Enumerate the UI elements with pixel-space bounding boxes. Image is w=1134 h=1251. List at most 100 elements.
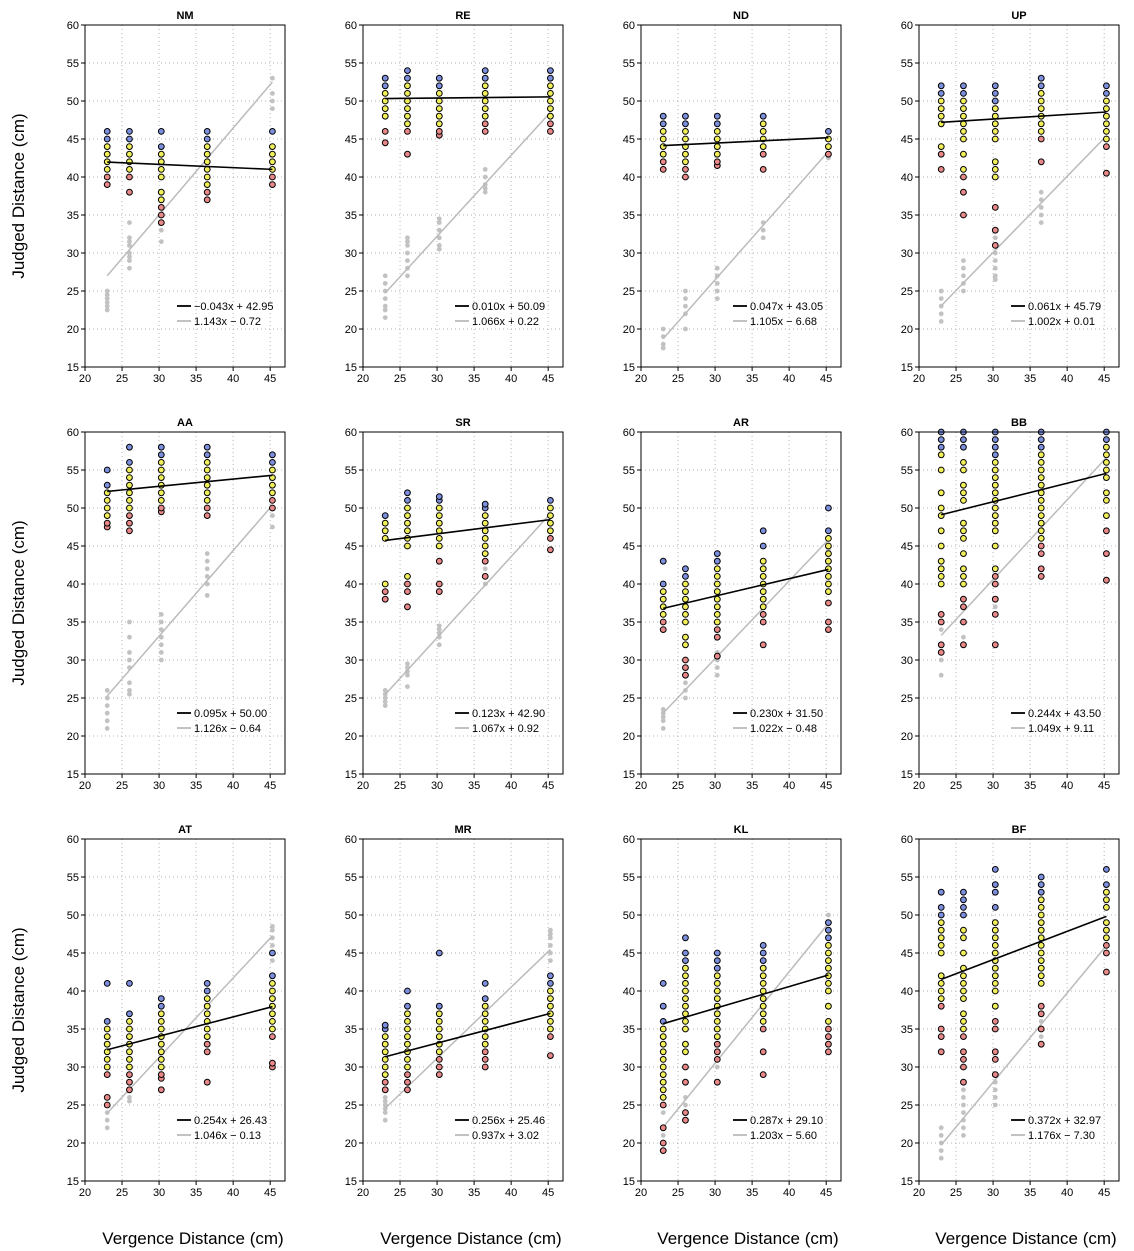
x-tick-label: 30 xyxy=(987,373,999,385)
judged-point xyxy=(682,995,689,1002)
judged-point xyxy=(759,573,767,580)
judged-point xyxy=(157,459,165,466)
judged-point xyxy=(157,474,165,482)
x-tick-label: 30 xyxy=(709,780,721,792)
judged-point xyxy=(825,942,832,949)
veridical-line xyxy=(384,111,551,294)
judged-point xyxy=(547,995,554,1002)
judged-point xyxy=(547,97,554,105)
judged-point xyxy=(381,519,389,527)
judged-point xyxy=(937,443,945,451)
judged-point xyxy=(659,595,667,603)
panel-title: AR xyxy=(733,417,749,429)
judged-point xyxy=(960,97,967,105)
panel-title: SR xyxy=(455,417,470,429)
y-tick-label: 55 xyxy=(623,872,635,884)
judged-point xyxy=(126,1078,133,1086)
judged-point xyxy=(404,128,411,135)
judged-point xyxy=(126,128,133,135)
judged-point xyxy=(481,995,489,1002)
judged-point xyxy=(960,1056,967,1063)
judged-point xyxy=(203,443,211,451)
judged-point xyxy=(435,504,443,512)
judged-point xyxy=(991,459,999,466)
judged-point xyxy=(1037,873,1045,881)
vergence-point xyxy=(382,296,388,301)
judged-point xyxy=(1037,957,1045,964)
y-tick-label: 25 xyxy=(623,286,635,298)
vergence-point xyxy=(382,1095,388,1100)
fit-line xyxy=(663,136,829,147)
vergence-point xyxy=(127,1095,132,1100)
y-tick-label: 30 xyxy=(67,655,79,667)
judged-point xyxy=(269,987,276,995)
judged-point xyxy=(825,128,832,135)
y-tick-label: 55 xyxy=(67,58,79,70)
x-tick-label: 35 xyxy=(190,373,202,385)
judged-point xyxy=(991,90,999,97)
judged-point xyxy=(1037,90,1045,97)
judged-point xyxy=(991,888,999,896)
judged-point xyxy=(713,1010,721,1018)
y-tick-label: 45 xyxy=(623,948,635,960)
judged-point xyxy=(203,987,211,995)
judged-point xyxy=(1037,504,1045,512)
judged-point xyxy=(126,497,133,504)
judged-point xyxy=(937,611,945,618)
judged-point xyxy=(825,565,832,573)
judged-point xyxy=(960,535,967,542)
judged-point xyxy=(157,1048,165,1056)
judged-point xyxy=(659,1139,667,1147)
x-tick-label: 40 xyxy=(227,373,239,385)
judged-point xyxy=(991,481,999,489)
judged-point xyxy=(825,504,832,512)
legend-veridical-label: 1.203x − 5.60 xyxy=(750,1130,817,1142)
x-tick-label: 35 xyxy=(746,780,758,792)
vergence-point xyxy=(961,1133,966,1138)
vergence-point xyxy=(104,695,110,701)
judged-point xyxy=(713,1078,721,1086)
chart-panel: 20 25 30 35 40 4515202530354045505560BB0.244x… xyxy=(901,417,1120,792)
y-tick-label: 45 xyxy=(345,948,357,960)
x-tick-label: 40 xyxy=(783,1187,795,1199)
judged-point xyxy=(991,1056,999,1063)
y-tick-label: 45 xyxy=(345,134,357,146)
legend-fit-label: 0.256x + 25.46 xyxy=(472,1115,545,1127)
y-tick-label: 50 xyxy=(901,96,913,108)
judged-point xyxy=(937,573,945,580)
x-tick-label: 45 xyxy=(264,780,276,792)
judged-point xyxy=(1103,97,1110,105)
judged-point xyxy=(759,595,767,603)
judged-point xyxy=(937,926,945,934)
judged-point xyxy=(481,90,489,97)
judged-point xyxy=(126,443,133,451)
judged-point xyxy=(825,1025,832,1033)
x-tick-label: 35 xyxy=(190,1187,202,1199)
vergence-point xyxy=(548,931,553,937)
judged-point xyxy=(991,1048,999,1056)
judged-point xyxy=(435,493,443,501)
judged-point xyxy=(960,1018,967,1025)
legend-veridical-label: 1.046x − 0.13 xyxy=(194,1130,261,1142)
veridical-line xyxy=(106,504,273,697)
judged-point xyxy=(381,512,389,519)
vergence-point xyxy=(158,612,164,617)
x-tick-label: 20 xyxy=(913,780,925,792)
judged-point xyxy=(157,173,165,181)
vergence-point xyxy=(482,167,488,172)
judged-point xyxy=(991,135,999,143)
plot-frame xyxy=(362,431,564,775)
judged-point xyxy=(1037,436,1045,444)
y-tick-label: 20 xyxy=(345,324,357,336)
x-tick-label: 25 xyxy=(672,1187,684,1199)
judged-point xyxy=(960,443,967,451)
judged-point xyxy=(659,980,667,987)
y-tick-label: 25 xyxy=(901,1100,913,1112)
judged-point xyxy=(1103,82,1110,90)
judged-point xyxy=(960,904,967,911)
judged-point xyxy=(682,1002,689,1010)
judged-point xyxy=(713,135,721,143)
vergence-point xyxy=(660,1110,666,1115)
judged-point xyxy=(759,565,767,573)
